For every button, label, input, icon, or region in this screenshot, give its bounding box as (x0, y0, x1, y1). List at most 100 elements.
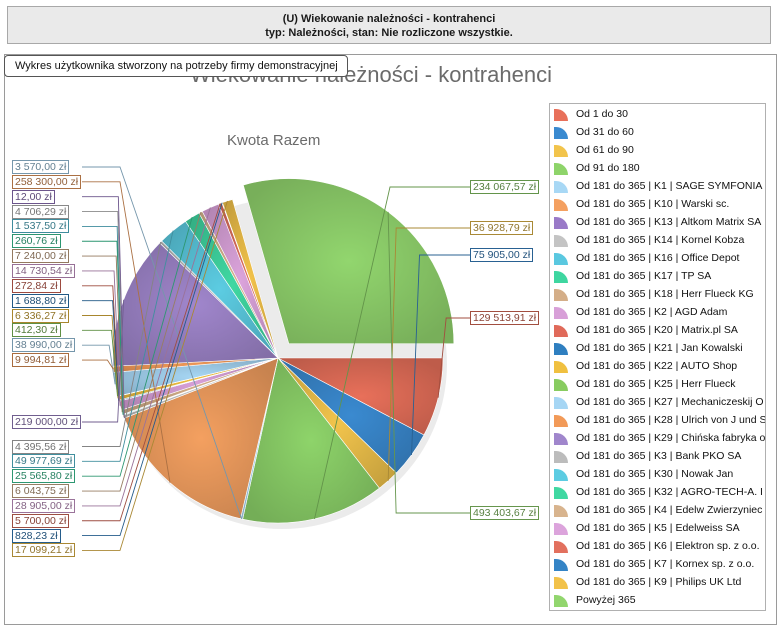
legend-swatch (554, 595, 568, 607)
data-label: 4 395,56 zł (12, 439, 70, 454)
legend-label: Od 181 do 365 | K9 | Philips UK Ltd (576, 576, 742, 588)
legend-label: Od 181 do 365 | K16 | Office Depot (576, 252, 740, 264)
leader-line (82, 211, 125, 417)
legend-swatch (554, 523, 568, 535)
data-label: 49 977,69 zł (12, 454, 76, 469)
legend-swatch (554, 289, 568, 301)
legend-label: Od 181 do 365 | K14 | Kornel Kobza (576, 234, 745, 246)
data-label: 28 905,00 zł (12, 498, 76, 513)
user-chart-note: Wykres użytkownika stworzony na potrzeby… (4, 55, 348, 77)
data-label: 36 928,79 zł (470, 221, 534, 235)
chart-legend: Od 1 do 30 Od 31 do 60 Od 61 do 90 Od 91 do… (549, 103, 766, 611)
legend-swatch (554, 415, 568, 427)
pie-subtitle: Kwota Razem (227, 132, 321, 149)
data-label: 234 067,57 zł (470, 180, 540, 194)
legend-label: Od 181 do 365 | K1 | SAGE SYMFONIA (576, 180, 763, 192)
leader-line (82, 344, 116, 385)
legend-swatch (554, 469, 568, 481)
data-label: 258 300,00 zł (12, 174, 82, 189)
legend-label: Od 181 do 365 | K27 | Mechaniczeskij O (576, 396, 764, 408)
data-label: 219 000,00 zł (12, 415, 82, 429)
report-header: (U) Wiekowanie należności - kontrahenci … (7, 6, 771, 44)
legend-label: Od 181 do 365 | K3 | Bank PKO SA (576, 450, 742, 462)
leader-line (411, 254, 470, 455)
legend-swatch (554, 505, 568, 517)
leader-line (387, 211, 470, 514)
leader-line (82, 196, 125, 419)
legend-swatch (554, 109, 568, 121)
legend-label: Od 181 do 365 | K21 | Jan Kowalski (576, 342, 743, 354)
legend-label: Od 181 do 365 | K5 | Edelweiss SA (576, 522, 740, 534)
data-label: 129 513,91 zł (470, 311, 540, 325)
legend-swatch (554, 397, 568, 409)
legend-label: Od 181 do 365 | K18 | Herr Flueck KG (576, 288, 754, 300)
data-label: 6 336,27 zł (12, 308, 70, 323)
legend-label: Od 181 do 365 | K17 | TP SA (576, 270, 712, 282)
legend-swatch (554, 127, 568, 139)
pie-slice[interactable] (222, 199, 279, 359)
legend-swatch (554, 577, 568, 589)
leader-line (82, 241, 162, 447)
leader-line (387, 227, 470, 481)
data-label: 828,23 zł (12, 528, 61, 543)
report-title: (U) Wiekowanie należności - kontrahenci (282, 13, 496, 25)
legend-swatch (554, 199, 568, 211)
data-label: 5 700,00 zł (12, 513, 70, 528)
legend-label: Od 31 do 60 (576, 126, 634, 138)
legend-label: Od 61 do 90 (576, 144, 634, 156)
leader-line (82, 270, 121, 406)
legend-swatch (554, 541, 568, 553)
leader-line (82, 230, 174, 462)
data-label: 38 990,00 zł (12, 338, 76, 353)
data-label: 12,00 zł (12, 189, 55, 204)
leader-line (82, 359, 114, 370)
legend-label: Od 181 do 365 | K6 | Elektron sp. z o.o. (576, 540, 760, 552)
data-label: 272,84 zł (12, 278, 61, 293)
legend-swatch (554, 181, 568, 193)
leader-line (82, 212, 202, 492)
legend-swatch (554, 217, 568, 229)
legend-label: Od 181 do 365 | K22 | AUTO Shop (576, 360, 738, 372)
leader-line (437, 317, 470, 398)
legend-label: Od 181 do 365 | K4 | Edelw Zwierzyniec (576, 504, 763, 516)
data-label: 75 905,00 zł (470, 248, 534, 262)
data-label: 1 537,50 zł (12, 219, 70, 234)
legend-swatch (554, 163, 568, 175)
data-label: 7 240,00 zł (12, 249, 70, 264)
data-label: 3 570,00 zł (12, 160, 70, 174)
legend-swatch (554, 559, 568, 571)
data-label: 493 403,67 zł (470, 506, 540, 520)
legend-label: Od 181 do 365 | K13 | Altkom Matrix SA (576, 216, 762, 228)
legend-label: Od 181 do 365 | K7 | Kornex sp. z o.o. (576, 558, 755, 570)
data-label: 1 688,80 zł (12, 293, 70, 308)
data-label: 260,76 zł (12, 234, 61, 249)
legend-swatch (554, 235, 568, 247)
data-label: 17 099,21 zł (12, 543, 76, 558)
legend-label: Od 181 do 365 | K30 | Nowak Jan (576, 468, 734, 480)
legend-swatch (554, 487, 568, 499)
legend-label: Od 181 do 365 | K25 | Herr Flueck (576, 378, 736, 390)
leader-line (82, 299, 125, 423)
leader-line (82, 315, 119, 399)
leader-line (82, 300, 120, 401)
leader-line (82, 216, 193, 477)
report-subtitle: typ: Należności, stan: Nie rozliczone ws… (265, 27, 513, 39)
leader-line (82, 203, 221, 522)
leader-line (82, 166, 242, 520)
legend-swatch (554, 379, 568, 391)
legend-swatch (554, 343, 568, 355)
data-label: 25 565,80 zł (12, 469, 76, 484)
data-label: 6 043,75 zł (12, 484, 70, 499)
legend-label: Od 181 do 365 | K2 | AGD Adam (576, 306, 728, 318)
legend-swatch (554, 145, 568, 157)
leader-line (82, 285, 120, 402)
legend-label: Od 1 do 30 (576, 108, 628, 120)
legend-label: Powyżej 365 (576, 594, 636, 606)
legend-swatch (554, 325, 568, 337)
leader-line (82, 329, 118, 397)
legend-label: Od 91 do 180 (576, 162, 640, 174)
legend-swatch (554, 307, 568, 319)
leader-line (82, 202, 223, 537)
legend-label: Od 181 do 365 | K29 | Chińska fabryka o (576, 432, 766, 444)
